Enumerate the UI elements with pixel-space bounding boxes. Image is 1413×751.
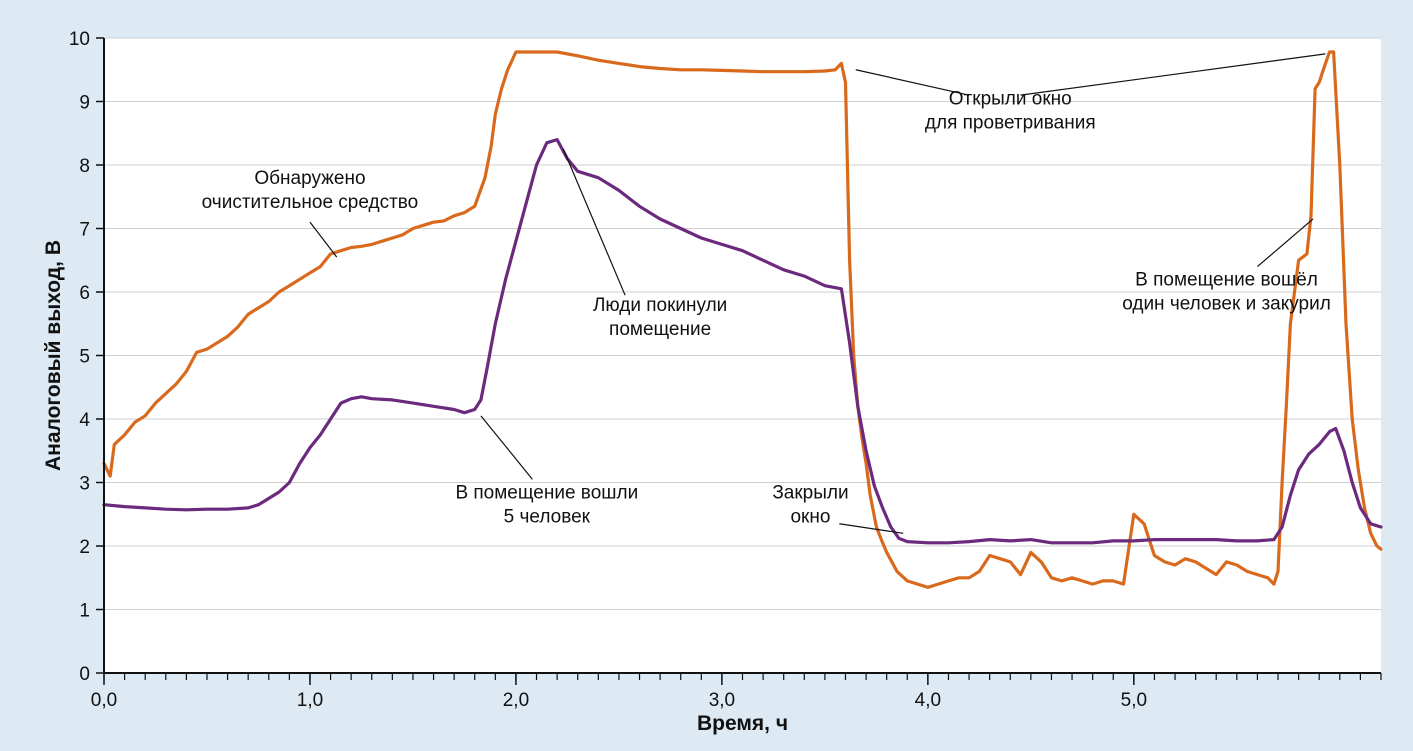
y-tick-label: 5 [79, 347, 90, 368]
y-tick-label: 2 [79, 537, 90, 558]
grid-lines [104, 37, 1381, 610]
y-tick-label: 0 [79, 664, 90, 685]
annotation-leader [480, 415, 533, 480]
annotation-leader [1257, 218, 1314, 268]
annotation-leader [309, 221, 338, 258]
y-tick-label: 9 [79, 93, 90, 114]
x-tick-label: 2,0 [503, 690, 529, 711]
y-tick-label: 8 [79, 156, 90, 177]
y-tick-label: 1 [79, 601, 90, 622]
y-tick-label: 4 [79, 410, 90, 431]
y-tick-label: 6 [79, 283, 90, 304]
annotation-1: Обнаружено очиститeльное средство [202, 168, 419, 258]
annotation-text: помещение [609, 319, 711, 340]
annotation-6: Закрыли окно [772, 482, 904, 534]
series-layer [102, 50, 1383, 589]
y-tick-label: 7 [79, 220, 90, 241]
annotation-leader [562, 148, 626, 296]
annotation-text: Закрыли [772, 482, 848, 503]
annotation-leader [1020, 53, 1326, 96]
y-tick-label: 10 [69, 29, 90, 50]
annotation-text: 5 человек [504, 506, 591, 527]
annotations: Обнаружено очиститeльное средство Открыли … [202, 53, 1331, 534]
series-line-2 [102, 138, 1383, 545]
x-tick-label: 3,0 [709, 690, 735, 711]
annotation-leader [839, 523, 904, 534]
annotation-text: Люди покинули [593, 295, 727, 316]
annotation-text: Обнаружено [254, 168, 365, 189]
annotation-text: Открыли окно [949, 89, 1072, 110]
annotation-text: окно [790, 506, 830, 527]
axes: 0 1 2 3 4 5 6 7 8 9 10 0,0 1,0 2,0 3,0 4,0 5,0 [69, 29, 1382, 711]
annotation-text: для проветривания [925, 113, 1096, 134]
annotation-text: один человек и закурил [1122, 294, 1331, 315]
annotation-5: В помещение вошли 5 человек [455, 415, 638, 527]
x-tick-label: 4,0 [915, 690, 941, 711]
annotation-text: В помещение вошли [455, 482, 638, 503]
x-axis-title: Время, ч [697, 712, 788, 735]
plot-area-group: 0 1 2 3 4 5 6 7 8 9 10 0,0 1,0 2,0 3,0 4,0 5,0 Обнаружен… [69, 29, 1383, 711]
x-tick-label: 5,0 [1121, 690, 1147, 711]
x-tick-label: 0,0 [91, 690, 117, 711]
annotation-text: В помещение вошёл [1135, 270, 1318, 291]
y-tick-label: 3 [79, 474, 90, 495]
annotation-leader [855, 69, 970, 96]
annotation-3: Люди покинули помещение [562, 148, 727, 340]
annotation-4: В помещение вошёл один человек и закурил [1122, 218, 1331, 315]
annotation-2: Открыли окно для проветривания [855, 53, 1326, 134]
y-axis-title: Аналоговый выход, В [42, 240, 65, 471]
annotation-text: очиститeльное средство [202, 192, 419, 213]
x-tick-label: 1,0 [297, 690, 323, 711]
